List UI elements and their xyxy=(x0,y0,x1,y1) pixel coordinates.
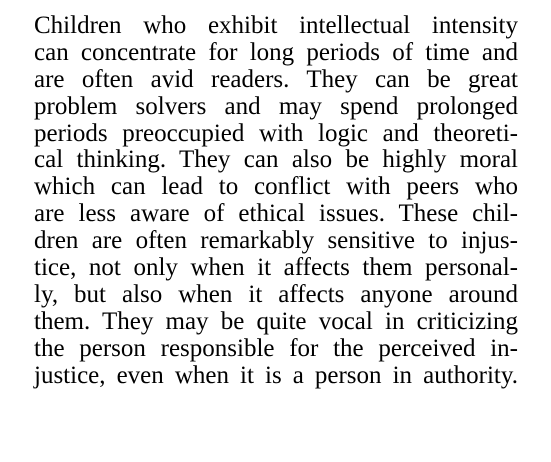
paragraph-line: periods preoccupied with logic and theor… xyxy=(34,119,518,147)
paragraph-line: ly, but also when it affects anyone arou… xyxy=(34,280,518,308)
paragraph-line: Children who exhibit intellectual intens… xyxy=(34,12,518,39)
body-paragraph: Children who exhibit intellectual intens… xyxy=(34,12,518,389)
paragraph-line: problem solvers and may spend prolonged xyxy=(34,92,518,120)
paragraph-line: the person responsible for the perceived… xyxy=(34,334,518,362)
paragraph-line: cal thinking. They can also be highly mo… xyxy=(34,146,518,174)
paragraph-line: them. They may be quite vocal in critici… xyxy=(34,307,518,335)
paragraph-line: dren are often remarkably sensitive to i… xyxy=(34,227,518,255)
paragraph-line: justice, even when it is a person in aut… xyxy=(34,361,518,389)
paragraph-line: are often avid readers. They can be grea… xyxy=(34,65,518,93)
paragraph-line: which can lead to conflict with peers wh… xyxy=(34,173,518,201)
paragraph-line: tice, not only when it affects them pers… xyxy=(34,254,518,282)
paragraph-line: can concentrate for long periods of time… xyxy=(34,38,518,66)
paragraph-line: are less aware of ethical issues. These … xyxy=(34,200,518,228)
